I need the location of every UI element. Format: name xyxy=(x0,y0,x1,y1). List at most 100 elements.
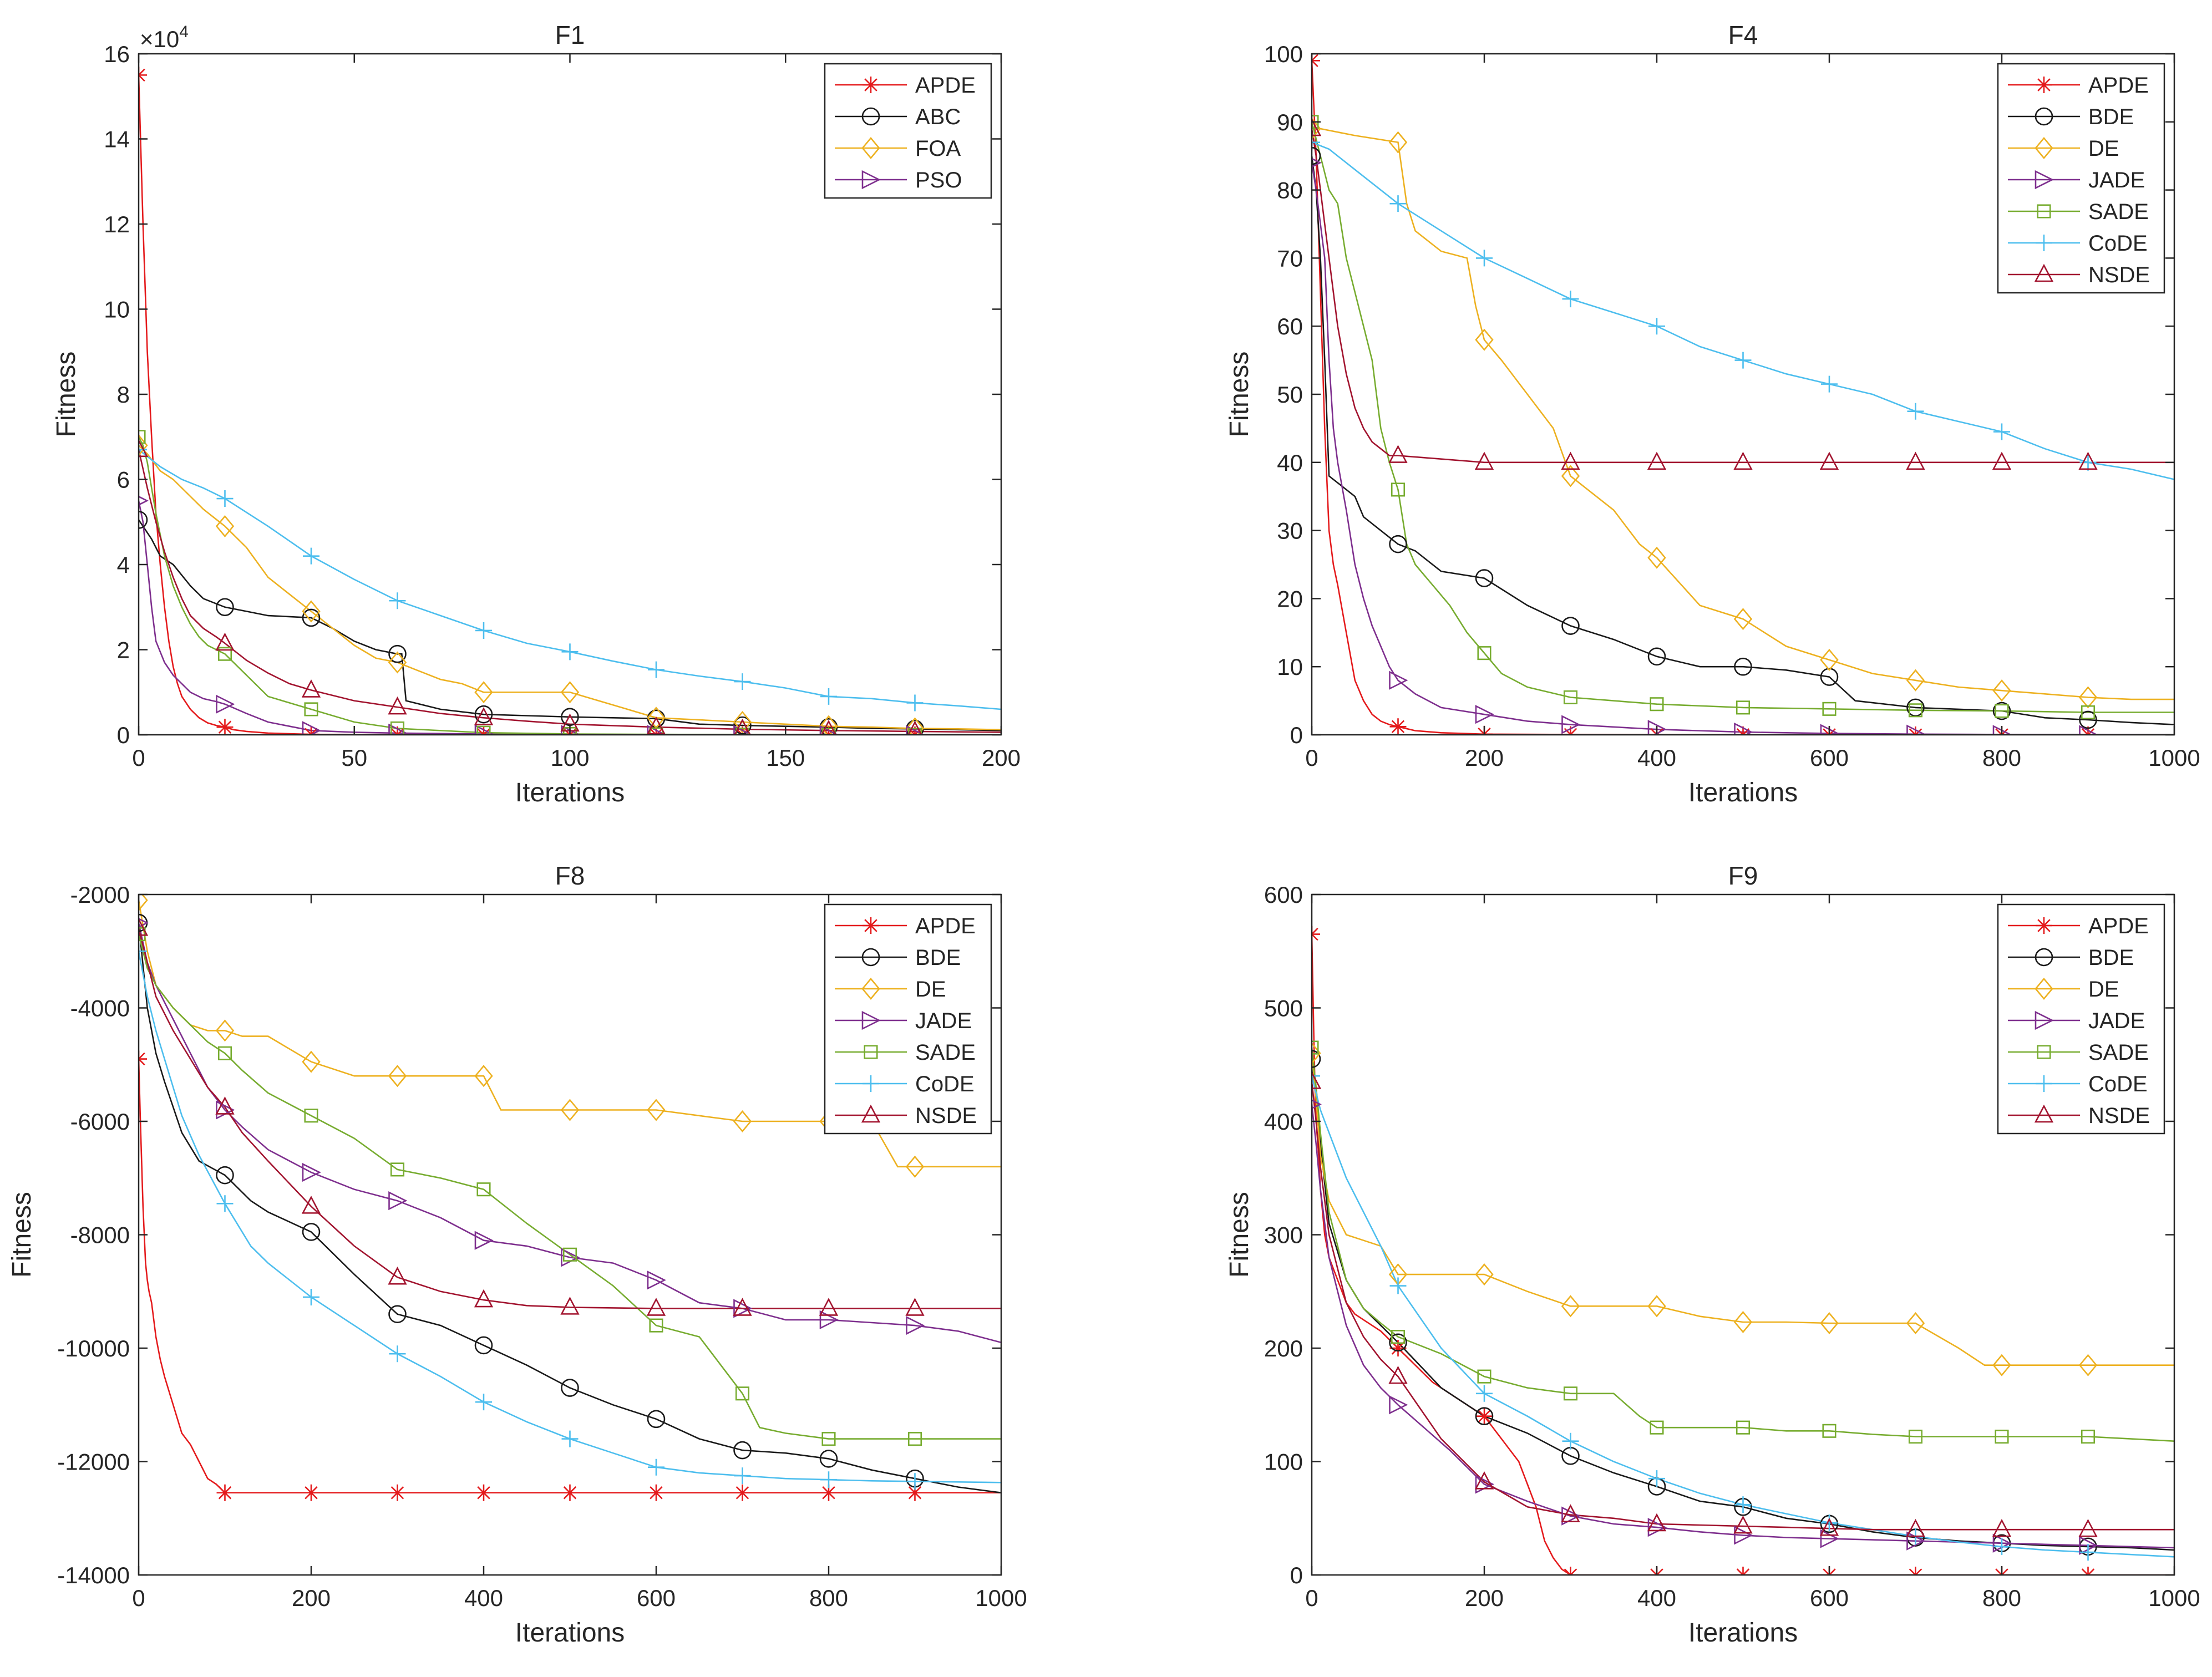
series-group xyxy=(139,895,1001,1501)
data-point-nsde xyxy=(1474,451,1494,470)
data-point-sade xyxy=(1822,702,1836,716)
legend-label: PSO xyxy=(915,168,962,192)
data-point-nsde xyxy=(1819,1517,1839,1536)
x-tick-label: 200 xyxy=(1465,1585,1504,1611)
data-point-nsde xyxy=(1647,451,1667,470)
data-point-de xyxy=(1647,1295,1666,1318)
series-line-code xyxy=(1312,141,2174,480)
data-point-bde xyxy=(474,1336,493,1355)
data-point-jade xyxy=(1389,1395,1408,1415)
legend-label: NSDE xyxy=(915,1104,977,1128)
legend-label: JADE xyxy=(2088,1009,2145,1033)
data-point-code xyxy=(1993,423,2010,440)
y-tick-label: -12000 xyxy=(57,1449,130,1475)
x-tick-label: 400 xyxy=(1637,1585,1676,1611)
data-point-foa xyxy=(560,681,580,704)
data-point-sade xyxy=(476,1182,491,1197)
series-line-apde xyxy=(139,1059,1001,1493)
legend-marker-sade xyxy=(864,1045,878,1059)
legend-label: CoDE xyxy=(2088,1072,2148,1096)
data-point-code xyxy=(734,673,751,690)
data-point-foa xyxy=(819,715,838,735)
series-group xyxy=(1312,926,2174,1575)
x-tick-label: 600 xyxy=(637,1585,676,1611)
y-tick-label: 4 xyxy=(117,552,130,578)
legend-label: JADE xyxy=(915,1009,972,1033)
y-scale-exponent: ×104 xyxy=(140,23,189,52)
x-axis-label: Iterations xyxy=(515,778,625,807)
data-point-sade xyxy=(649,1318,663,1333)
y-tick-label: 600 xyxy=(1264,882,1303,908)
y-tick-label: 0 xyxy=(1290,722,1303,748)
legend-label: CoDE xyxy=(2088,231,2148,256)
y-tick-label: 50 xyxy=(1277,382,1303,408)
legend-label: FOA xyxy=(915,136,961,161)
data-point-sade xyxy=(139,430,146,444)
data-point-nsde xyxy=(1388,1365,1408,1384)
data-point-de xyxy=(474,1065,493,1087)
series-line-foa xyxy=(139,445,1001,731)
chart-title: F9 xyxy=(1728,861,1758,890)
data-point-nsde xyxy=(1474,1471,1494,1490)
y-tick-label: 70 xyxy=(1277,245,1303,271)
y-axis-label: Fitness xyxy=(7,1192,37,1278)
data-point-code xyxy=(1734,352,1752,369)
legend-marker-sade xyxy=(2037,204,2051,218)
data-point-code xyxy=(216,1195,234,1212)
data-point-apde xyxy=(303,1484,319,1501)
data-point-apde xyxy=(1389,718,1407,735)
x-tick-label: 150 xyxy=(766,745,805,771)
chart-panel-f1: 0 50 100 150 200 0 2 4 6 8 10 12 14 16 ×104 F1 Iteration… xyxy=(52,21,1021,807)
data-point-code xyxy=(475,622,492,639)
data-point-nsde xyxy=(1906,1518,1925,1537)
legend-marker-bde xyxy=(2035,107,2053,126)
x-tick-label: 200 xyxy=(982,745,1021,771)
data-point-nsde xyxy=(733,1298,752,1316)
y-tick-label: 0 xyxy=(1290,1562,1303,1588)
data-point-code xyxy=(1389,195,1407,212)
x-tick-label: 800 xyxy=(1982,1585,2021,1611)
legend: APDE ABC FOA PSO xyxy=(824,63,992,199)
data-point-apde xyxy=(648,1484,664,1501)
data-point-nsde xyxy=(820,720,837,735)
x-tick-label: 600 xyxy=(1810,745,1849,771)
legend-marker-de xyxy=(2035,136,2053,160)
legend-label: ABC xyxy=(915,105,961,129)
x-tick-label: 600 xyxy=(1810,1585,1849,1611)
y-tick-label: 300 xyxy=(1264,1222,1303,1248)
data-point-code xyxy=(1993,1538,2010,1555)
data-point-nsde xyxy=(139,918,149,936)
y-axis-label: Fitness xyxy=(52,352,81,438)
data-point-sade xyxy=(1908,1429,1923,1444)
series-line-nsde xyxy=(139,928,1001,1309)
legend-label: NSDE xyxy=(2088,263,2150,287)
data-point-foa xyxy=(388,651,407,674)
y-tick-label: 400 xyxy=(1264,1109,1303,1135)
y-tick-label: -8000 xyxy=(70,1222,130,1248)
data-point-jade xyxy=(733,1299,753,1318)
y-tick-label: -14000 xyxy=(57,1562,130,1588)
data-point-de xyxy=(388,1065,407,1087)
data-point-nsde xyxy=(388,696,407,715)
data-point-nsde xyxy=(1561,451,1580,470)
data-point-sade xyxy=(1736,1420,1751,1435)
series-line-nsde xyxy=(1312,128,2174,464)
data-point-nsde xyxy=(474,707,494,725)
data-point-nsde xyxy=(734,718,751,735)
legend-label: APDE xyxy=(2088,73,2149,98)
legend-marker-apde xyxy=(863,917,879,934)
x-axis-label: Iterations xyxy=(1688,778,1798,807)
x-tick-label: 200 xyxy=(292,1585,331,1611)
data-point-de xyxy=(647,1099,666,1121)
legend-marker-foa xyxy=(861,136,880,160)
data-point-nsde xyxy=(646,716,666,735)
y-tick-label: 60 xyxy=(1277,313,1303,339)
legend-marker-nsde xyxy=(2034,263,2054,282)
legend-marker-abc xyxy=(861,107,880,126)
data-point-sade xyxy=(562,1247,577,1262)
data-point-nsde xyxy=(474,1289,494,1308)
data-point-bde xyxy=(733,1441,752,1460)
data-point-bde xyxy=(1389,1333,1407,1352)
data-point-sade xyxy=(1391,1330,1406,1344)
y-tick-label: 10 xyxy=(104,297,130,323)
